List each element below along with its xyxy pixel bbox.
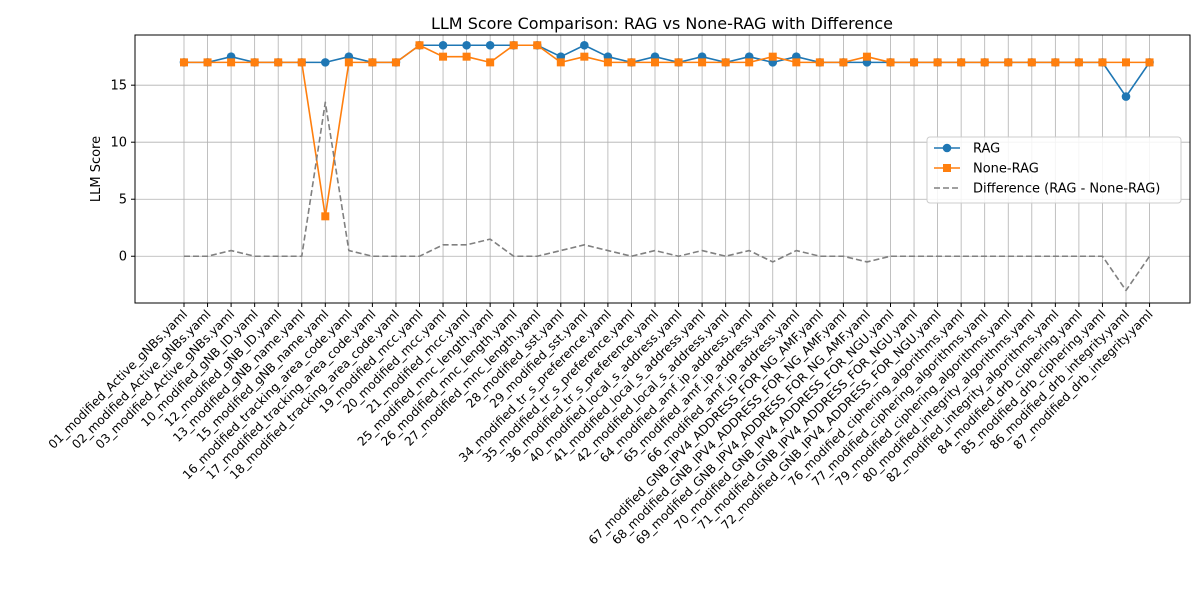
data-point — [321, 58, 330, 67]
data-point — [439, 52, 448, 61]
data-point — [651, 58, 659, 67]
legend-label: Difference (RAG - None-RAG) — [973, 182, 1160, 197]
data-point — [438, 40, 448, 50]
data-point — [768, 52, 777, 61]
chart-title: LLM Score Comparison: RAG vs None-RAG wi… — [431, 14, 893, 33]
data-point — [603, 58, 612, 67]
plot-frame — [134, 34, 1191, 304]
data-point — [580, 52, 589, 61]
data-point — [486, 58, 495, 67]
data-point — [462, 40, 471, 50]
data-point — [839, 58, 848, 67]
data-point — [1098, 58, 1107, 67]
data-point — [1004, 58, 1013, 67]
legend-label: RAG — [973, 142, 1000, 157]
data-point — [274, 58, 283, 67]
data-point — [1051, 58, 1060, 67]
y-tick-label: 15 — [110, 79, 127, 94]
data-point — [910, 58, 919, 67]
data-point — [344, 58, 353, 67]
data-point — [250, 58, 259, 67]
data-point — [533, 41, 542, 50]
data-point — [1122, 58, 1130, 67]
data-point — [933, 58, 942, 67]
data-point — [721, 58, 730, 67]
data-point — [745, 58, 754, 67]
data-point — [415, 41, 424, 50]
data-point — [485, 40, 495, 50]
legend-box — [926, 136, 1182, 204]
data-point — [815, 58, 824, 67]
data-point — [886, 58, 895, 67]
legend-marker — [942, 143, 952, 153]
data-point — [297, 58, 306, 67]
data-point — [227, 58, 236, 67]
legend: RAG None-RAG Difference (RAG - None-RAG) — [926, 136, 1182, 204]
data-point — [462, 52, 471, 61]
series-layer — [179, 40, 1154, 292]
legend-label: None-RAG — [973, 162, 1039, 177]
data-point — [698, 58, 707, 67]
data-point — [321, 212, 330, 221]
data-point — [792, 58, 801, 67]
y-tick-label: 10 — [110, 136, 127, 151]
data-point — [580, 40, 589, 50]
data-point — [556, 58, 565, 67]
data-point — [180, 58, 188, 67]
data-point — [1121, 92, 1131, 101]
data-point — [627, 58, 636, 67]
data-point — [391, 58, 400, 67]
data-point — [862, 52, 871, 61]
data-point — [1027, 58, 1036, 67]
data-point — [1074, 58, 1083, 67]
data-point — [509, 41, 518, 50]
y-tick-label: 5 — [119, 193, 127, 208]
data-point — [957, 58, 966, 67]
legend-marker — [943, 164, 951, 172]
series-line — [184, 101, 1151, 292]
data-point — [368, 58, 377, 67]
y-axis-label: LLM Score — [89, 136, 104, 202]
data-point — [203, 58, 212, 67]
data-point — [674, 58, 683, 67]
data-point — [1145, 58, 1154, 67]
data-point — [980, 58, 989, 67]
y-tick-label: 0 — [119, 250, 127, 265]
